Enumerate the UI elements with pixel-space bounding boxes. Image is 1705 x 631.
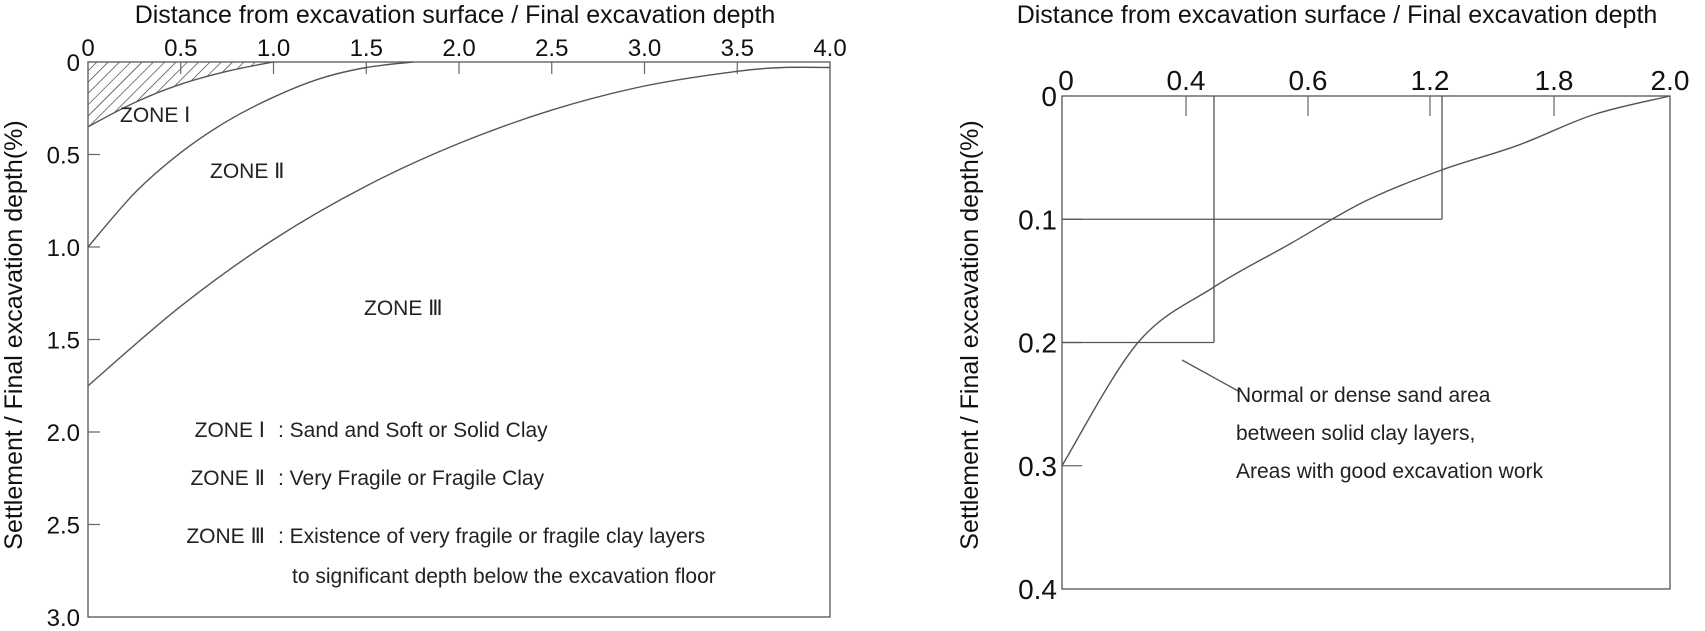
left-x-tick-label: 3.0 xyxy=(628,35,661,62)
right-chart: Distance from excavation surface / Final… xyxy=(956,1,1689,605)
right-y-tick-label: 0 xyxy=(1041,81,1057,112)
left-y-tick-label: 0.5 xyxy=(47,143,80,170)
left-y-tick-label: 2.5 xyxy=(47,513,80,540)
left-x-tick-label: 0.5 xyxy=(164,35,197,62)
zone-1-hatched-area xyxy=(88,62,274,127)
left-y-tick-label: 2.0 xyxy=(47,420,80,447)
right-curves xyxy=(1061,95,1671,467)
right-x-tick-label: 2.0 xyxy=(1651,65,1690,96)
settlement-curve xyxy=(1061,95,1671,467)
zone-boundary-curve-2 xyxy=(87,61,413,248)
legend-text-zone-3-cont: to significant depth below the excavatio… xyxy=(292,565,716,588)
left-axis-ticks: 0 0.5 1.0 1.5 2.0 2.5 3.0 3.5 4.0 0 0.5 1.0 1.5 2.0 2.… xyxy=(47,35,847,631)
annotation-line-2: between solid clay layers, xyxy=(1236,422,1475,445)
legend-key-zone-3: ZONE Ⅲ xyxy=(186,525,265,548)
annotation-line-1: Normal or dense sand area xyxy=(1236,384,1491,407)
annotation-line-3: Areas with good excavation work xyxy=(1236,460,1543,483)
left-x-axis-title: Distance from excavation surface / Final… xyxy=(135,1,776,29)
right-x-tick-label: 1.2 xyxy=(1411,65,1450,96)
left-y-tick-label: 3.0 xyxy=(47,605,80,631)
legend-text-zone-1: : Sand and Soft or Solid Clay xyxy=(278,419,548,442)
left-chart: Distance from excavation surface / Final… xyxy=(0,1,847,631)
right-y-tick-label: 0.3 xyxy=(1018,451,1057,482)
right-x-tick-label: 0 xyxy=(1058,65,1074,96)
zone-boundary-curve-3 xyxy=(87,66,831,387)
right-y-tick-label: 0.2 xyxy=(1018,328,1057,359)
right-x-tick-label: 0.6 xyxy=(1289,65,1328,96)
left-curves xyxy=(87,61,831,387)
left-x-tick-label: 1.5 xyxy=(350,35,383,62)
right-y-axis-title: Settlement / Final excavation depth(%) xyxy=(956,120,984,549)
left-x-tick-label: 2.0 xyxy=(442,35,475,62)
right-axis-ticks: 0 0.4 0.6 1.2 1.8 2.0 0 0.1 0.2 0.3 0.4 xyxy=(1018,65,1689,605)
left-x-tick-label: 1.0 xyxy=(257,35,290,62)
zone-1-label: ZONE Ⅰ xyxy=(120,104,190,127)
left-x-tick-label: 3.5 xyxy=(721,35,754,62)
legend-text-zone-3: : Existence of very fragile or fragile c… xyxy=(278,525,705,548)
left-y-tick-label: 0 xyxy=(67,50,80,77)
zone-2-label: ZONE Ⅱ xyxy=(210,160,285,183)
left-y-tick-label: 1.0 xyxy=(47,235,80,262)
zone-legend: ZONE Ⅰ : Sand and Soft or Solid Clay ZON… xyxy=(186,419,715,588)
legend-text-zone-2: : Very Fragile or Fragile Clay xyxy=(278,467,545,490)
left-x-tick-label: 4.0 xyxy=(813,35,846,62)
right-reference-lines xyxy=(1062,96,1443,344)
right-y-tick-label: 0.4 xyxy=(1018,574,1057,605)
legend-key-zone-2: ZONE Ⅱ xyxy=(190,467,265,490)
zone-3-label: ZONE Ⅲ xyxy=(364,297,443,320)
right-x-axis-title: Distance from excavation surface / Final… xyxy=(1017,1,1658,29)
left-x-tick-label: 2.5 xyxy=(535,35,568,62)
annotation-leader-line xyxy=(1181,359,1241,393)
left-y-axis-title: Settlement / Final excavation depth(%) xyxy=(0,120,28,549)
right-y-tick-label: 0.1 xyxy=(1018,204,1057,235)
right-x-tick-label: 0.4 xyxy=(1167,65,1206,96)
legend-key-zone-1: ZONE Ⅰ xyxy=(195,419,265,442)
left-y-tick-label: 1.5 xyxy=(47,328,80,355)
zone-boundary-curve-1 xyxy=(87,61,274,128)
left-x-tick-label: 0 xyxy=(81,35,94,62)
right-x-tick-label: 1.8 xyxy=(1535,65,1574,96)
